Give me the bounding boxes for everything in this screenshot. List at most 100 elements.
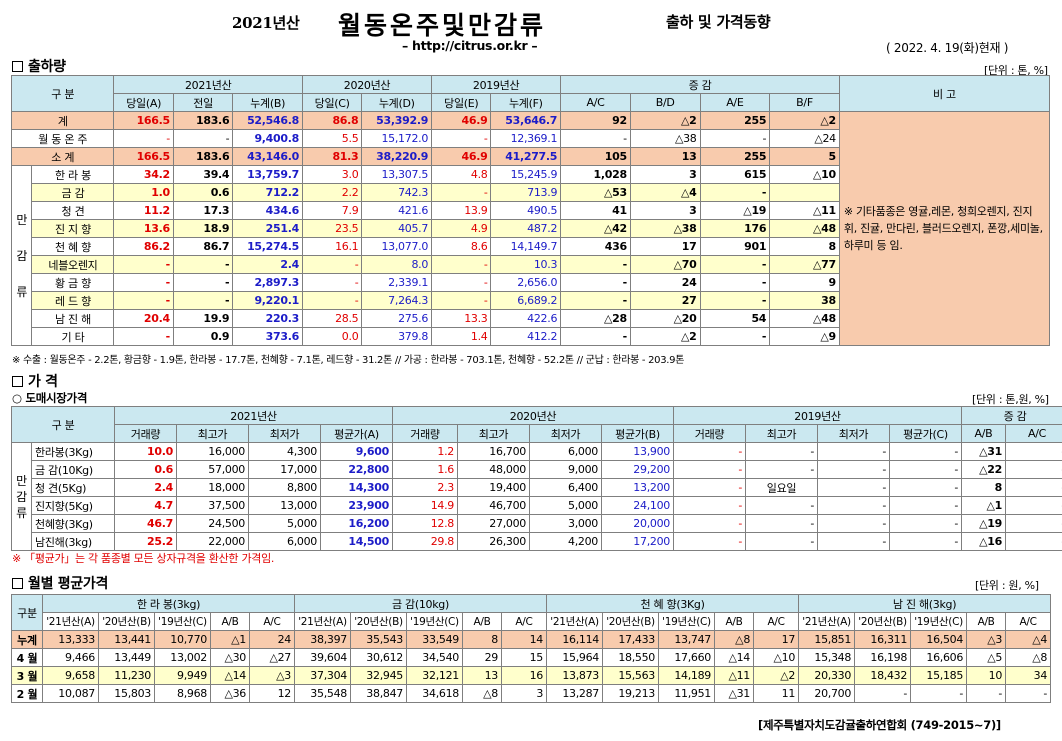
cell: 15,851 xyxy=(798,630,856,649)
cell: 16,606 xyxy=(910,648,968,667)
cell: 5,000 xyxy=(248,514,321,533)
cell: - xyxy=(431,273,492,292)
cell: △20 xyxy=(629,309,701,328)
cell: - xyxy=(699,255,771,274)
cell: 20,330 xyxy=(798,666,856,685)
cell: 13,002 xyxy=(154,648,211,667)
cell: 30,612 xyxy=(350,648,407,667)
cell: 54 xyxy=(699,309,771,328)
cell: - xyxy=(817,496,890,515)
cell: - xyxy=(673,460,746,479)
cell: 34,618 xyxy=(406,684,463,703)
cell: 11 xyxy=(753,684,800,703)
cell: 13,000 xyxy=(248,496,321,515)
cell: - xyxy=(673,514,746,533)
cell: 19,400 xyxy=(457,478,530,497)
cell: 29 xyxy=(462,648,502,667)
cell: 22,800 xyxy=(320,460,393,479)
cell: 9,466 xyxy=(42,648,99,667)
cell: 0.9 xyxy=(172,327,234,346)
cell: △24 xyxy=(769,129,840,148)
cell: 7,264.3 xyxy=(361,291,433,310)
column-header: '20년산(B) xyxy=(350,612,407,631)
cell: 16,198 xyxy=(854,648,912,667)
cell: - xyxy=(113,129,174,148)
cell: 166.5 xyxy=(113,147,174,166)
cell: - xyxy=(966,684,1007,703)
header-change: 증 감 xyxy=(560,75,840,94)
column-header: A/E xyxy=(699,93,771,112)
site-url[interactable]: – http://citrus.or.kr – xyxy=(402,38,538,53)
cell: 2.4 xyxy=(232,255,303,274)
cell: 15,563 xyxy=(602,666,660,685)
cell: - xyxy=(699,291,771,310)
cell: - xyxy=(673,496,746,515)
cell: 13 xyxy=(629,147,701,166)
cell: - xyxy=(1005,460,1062,479)
cell: 15,964 xyxy=(546,648,604,667)
cell: 15,245.9 xyxy=(490,165,562,184)
cell: - xyxy=(560,291,631,310)
cell: △8 xyxy=(714,630,755,649)
cell: - xyxy=(889,496,962,515)
section-monthly-label: 월별 평균가격 xyxy=(28,576,109,592)
cell: 9 xyxy=(769,273,840,292)
cell: 46.7 xyxy=(114,514,177,533)
cell: 48,000 xyxy=(457,460,530,479)
cell: 32,945 xyxy=(350,666,407,685)
column-header: 평균가(A) xyxy=(320,424,393,443)
shipment-unit: [단위 : 톤, %] xyxy=(984,64,1048,77)
header-group: 천 혜 향(3Kg) xyxy=(546,594,800,613)
cell: 15,172.0 xyxy=(361,129,433,148)
cell: △3 xyxy=(966,630,1007,649)
cell: 4.7 xyxy=(114,496,177,515)
row-label: 기 타 xyxy=(31,327,115,346)
cell: 57,000 xyxy=(176,460,249,479)
table-row: 4 월 9,466 13,449 13,002 △30 △27 39,604 30,612 34… xyxy=(11,648,1052,667)
cell: 86.8 xyxy=(301,111,363,130)
cell: △53 xyxy=(560,183,631,202)
cell: △28 xyxy=(560,309,631,328)
cell: 8 xyxy=(769,237,840,256)
cell: 10,770 xyxy=(154,630,211,649)
cell: △22 xyxy=(961,460,1006,479)
table-row: 레 드 향 - -9,220.1-7,264.3-6,689.2-27-38 xyxy=(12,291,1050,310)
cell: △19 xyxy=(961,514,1006,533)
cell: 13.3 xyxy=(431,309,492,328)
cell: - xyxy=(172,255,234,274)
cell: 12.8 xyxy=(392,514,458,533)
cell: 14,300 xyxy=(320,478,393,497)
cell: 28.5 xyxy=(301,309,363,328)
row-label: 황 금 향 xyxy=(31,273,115,292)
cell: △1 xyxy=(210,630,250,649)
cell: △1 xyxy=(961,496,1006,515)
cell: △2 xyxy=(629,111,701,130)
cell: 17 xyxy=(753,630,800,649)
column-header: 최고가 xyxy=(176,424,249,443)
table-row: 청 견 11.2 17.3 434.6 7.9 421.6 13.9 490.5 41 3 △19 △… xyxy=(12,201,1050,220)
column-header: 당일(C) xyxy=(301,93,363,112)
cell: △70 xyxy=(629,255,701,274)
column-header: 당일(E) xyxy=(431,93,492,112)
cell: △14 xyxy=(210,666,250,685)
cell: 15 xyxy=(500,648,548,667)
table-row: 남 진 해 20.4 19.9 220.3 28.5 275.6 13.3 422.6 △28 △… xyxy=(12,309,1050,328)
cell: 29.8 xyxy=(392,532,458,551)
footer-org: [제주특별자치도감귤출하연합회 (749-2015~7)] xyxy=(758,718,1001,732)
column-header: 최저가 xyxy=(529,424,602,443)
cell: 4,300 xyxy=(248,442,321,461)
cell: 15,185 xyxy=(910,666,968,685)
cell: 19.9 xyxy=(172,309,234,328)
report-date: ( 2022. 4. 19(화)현재 ) xyxy=(886,41,1009,55)
table-row: 금 감 1.0 0.6 712.2 2.2 742.3-713.9 △53 △4- xyxy=(12,183,1050,202)
cell: - xyxy=(301,273,363,292)
cell: - xyxy=(699,183,771,202)
cell: 490.5 xyxy=(490,201,562,220)
cell: △10 xyxy=(769,165,840,184)
cell: 37,500 xyxy=(176,496,249,515)
cell: 13.6 xyxy=(113,219,174,238)
cell: 13,759.7 xyxy=(232,165,303,184)
shipment-note: ※ 수출 : 월동온주 - 2.2톤, 황금향 - 1.9톤, 한라봉 - 17… xyxy=(12,355,685,366)
cell: - xyxy=(889,532,962,551)
